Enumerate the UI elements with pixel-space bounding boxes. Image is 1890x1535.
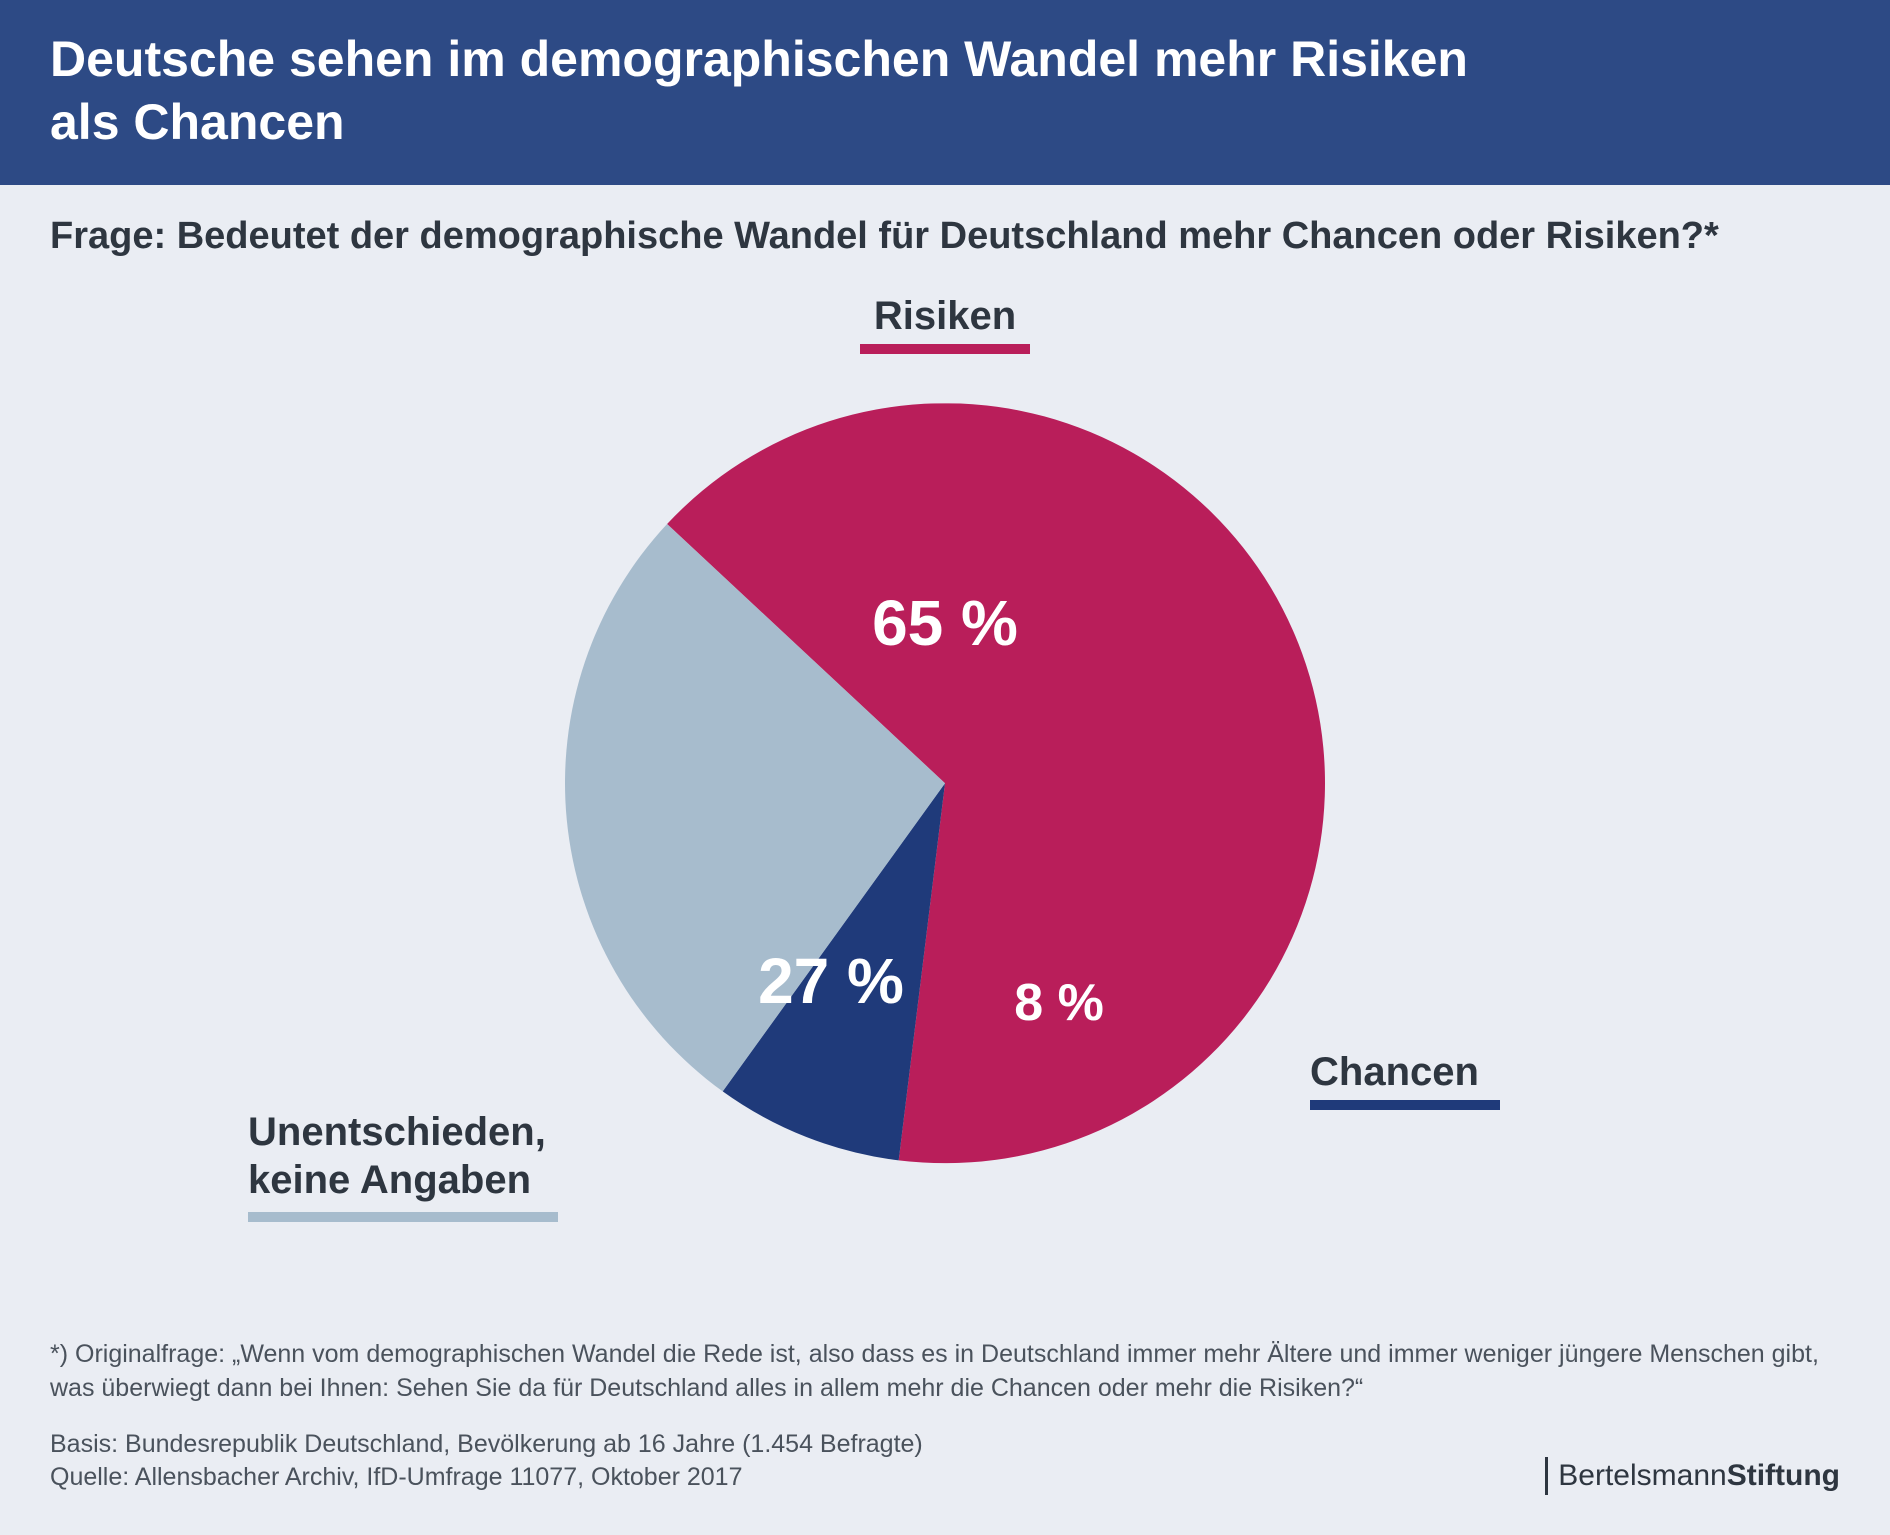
chart-title: Deutsche sehen im demographischen Wandel…	[50, 28, 1840, 153]
category-label-risiken: Risiken	[874, 292, 1016, 340]
brand-part2: Stiftung	[1727, 1459, 1840, 1493]
footnote-original-question: *) Originalfrage: „Wenn vom demographisc…	[50, 1338, 1840, 1406]
brand-bar	[1545, 1457, 1548, 1495]
title-line-1: Deutsche sehen im demographischen Wandel…	[50, 31, 1468, 87]
category-label-unentschieden: Unentschieden, keine Angaben	[248, 1108, 546, 1204]
survey-question: Frage: Bedeutet der demographische Wande…	[0, 185, 1890, 278]
category-underline-chancen	[1310, 1100, 1500, 1110]
infographic-container: Deutsche sehen im demographischen Wandel…	[0, 0, 1890, 1535]
brand-part1: Bertelsmann	[1558, 1459, 1726, 1493]
category-underline-unentschieden	[248, 1212, 558, 1222]
brand-logo: BertelsmannStiftung	[1545, 1457, 1840, 1495]
title-line-2: als Chancen	[50, 94, 345, 150]
pie-chart: 65 % 8 % 27 %	[565, 403, 1325, 1163]
category-underline-risiken	[860, 344, 1030, 354]
category-label-chancen: Chancen	[1310, 1048, 1479, 1096]
header-banner: Deutsche sehen im demographischen Wandel…	[0, 0, 1890, 185]
chart-area: Risiken 65 % 8 % 27 % Chancen Unentschie…	[0, 278, 1890, 1258]
